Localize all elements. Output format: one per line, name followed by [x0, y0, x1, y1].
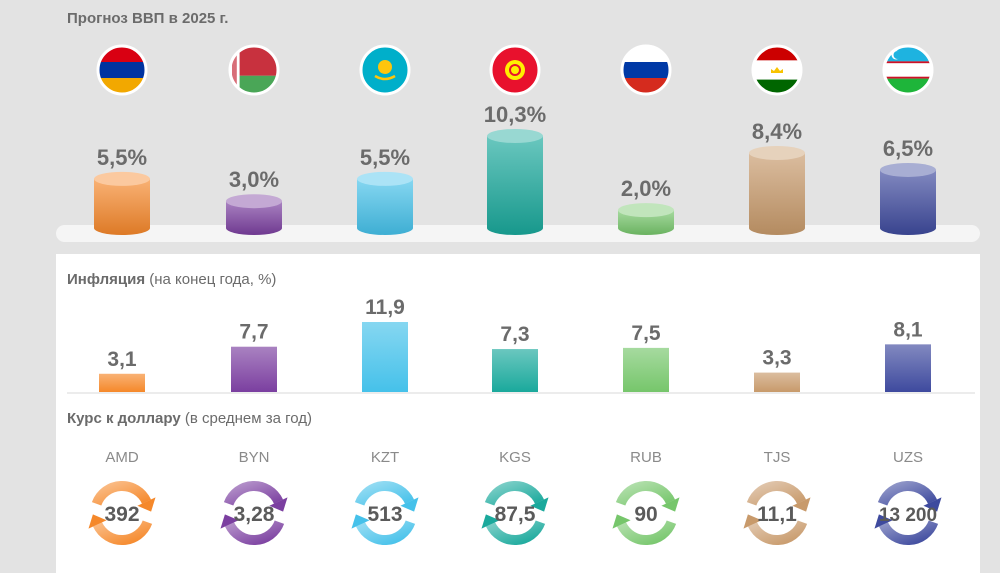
inflation-value-label: 8,1	[893, 318, 923, 341]
exchange-arrows-icon	[351, 480, 419, 546]
gdp-bar	[880, 169, 936, 235]
gdp-bar	[618, 210, 674, 235]
flag-armenia-icon	[96, 44, 148, 96]
gdp-bar-top	[880, 162, 936, 177]
exchange-arrows-icon	[612, 480, 680, 546]
flag-russia-icon	[620, 44, 672, 96]
exchange-rate-value: 392	[104, 503, 139, 526]
inflation-value-label: 7,5	[631, 322, 661, 345]
inflation-value-label: 7,7	[239, 321, 268, 344]
flag-kazakhstan-icon	[359, 44, 411, 96]
inflation-bar	[754, 372, 800, 392]
gdp-chart: 5,5% 3,0% 5,5% 10,3% 2,0% 8,4% 6,5%	[94, 44, 936, 235]
gdp-bar	[487, 136, 543, 235]
currency-code: KZT	[371, 449, 399, 466]
flag-uzbekistan-icon	[882, 44, 934, 96]
gdp-bar	[749, 152, 805, 235]
currency-code: BYN	[239, 449, 270, 466]
inflation-bar	[99, 373, 145, 392]
currency-code: KGS	[499, 449, 531, 466]
exchange-rate-value: 513	[367, 503, 402, 526]
exchange-arrows-icon	[874, 480, 942, 546]
exchange-arrows-icon	[743, 480, 811, 546]
inflation-bar	[362, 322, 408, 392]
currency-code: AMD	[105, 449, 139, 466]
gdp-bar	[226, 201, 282, 235]
gdp-bar-top	[357, 171, 413, 186]
fx-panel: AMD 392 BYN 3,28 KZT 513 KGS 87,5 RUB 90 TJS 11,1 UZ…	[88, 449, 942, 546]
inflation-chart: 3,1 7,7 11,9 7,3 7,5 3,3 8,1	[67, 296, 975, 394]
inflation-bar	[885, 344, 931, 392]
gdp-value-label: 8,4%	[752, 119, 802, 144]
exchange-rate-value: 13 200	[879, 505, 937, 526]
exchange-arrows-icon	[220, 480, 288, 546]
fx-title-sub: (в среднем за год)	[184, 410, 312, 427]
flag-belarus-icon	[228, 44, 280, 96]
gdp-bar-top	[94, 171, 150, 186]
currency-code: TJS	[764, 449, 791, 466]
inflation-value-label: 7,3	[500, 323, 529, 346]
gdp-value-label: 5,5%	[360, 145, 410, 170]
fx-title-main: Курс к доллару	[67, 410, 181, 427]
currency-code: UZS	[893, 449, 923, 466]
flag-tajikistan-icon	[751, 44, 803, 96]
inflation-value-label: 3,1	[107, 348, 137, 371]
gdp-title: Прогноз ВВП в 2025 г.	[67, 10, 229, 27]
inflation-title-main: Инфляция	[67, 271, 146, 288]
inflation-value-label: 3,3	[762, 347, 791, 370]
gdp-value-label: 10,3%	[484, 102, 546, 127]
gdp-bar	[357, 178, 413, 235]
exchange-rate-value: 11,1	[757, 503, 797, 526]
currency-code: RUB	[630, 449, 662, 466]
inflation-title-sub: (на конец года, %)	[149, 271, 277, 288]
exchange-arrows-icon	[88, 480, 156, 546]
inflation-panel	[56, 254, 980, 573]
gdp-bar-top	[487, 129, 543, 143]
inflation-bar	[231, 346, 277, 392]
gdp-bar-top	[749, 145, 805, 160]
gdp-value-label: 2,0%	[621, 176, 671, 201]
exchange-rate-value: 90	[634, 503, 657, 526]
inflation-bar	[492, 349, 538, 392]
exchange-rate-value: 3,28	[234, 503, 275, 526]
exchange-rate-value: 87,5	[495, 503, 536, 526]
gdp-bar-top	[226, 194, 282, 209]
gdp-value-label: 5,5%	[97, 145, 147, 170]
fx-title: Курс к доллару (в среднем за год)	[67, 410, 312, 427]
flag-kyrgyzstan-icon	[489, 44, 541, 96]
gdp-value-label: 3,0%	[229, 167, 279, 192]
gdp-bar-top	[618, 203, 674, 218]
gdp-value-label: 6,5%	[883, 136, 933, 161]
exchange-arrows-icon	[481, 480, 549, 546]
inflation-value-label: 11,9	[365, 296, 405, 319]
inflation-bar	[623, 347, 669, 392]
gdp-bar	[94, 178, 150, 235]
inflation-title: Инфляция (на конец года, %)	[67, 271, 276, 288]
